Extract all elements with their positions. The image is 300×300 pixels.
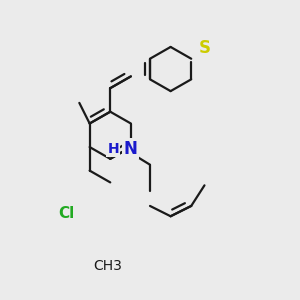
Text: H: H (107, 142, 119, 155)
Text: CH3: CH3 (93, 259, 122, 273)
Text: N: N (124, 140, 138, 158)
Text: S: S (199, 39, 211, 57)
Text: Cl: Cl (58, 206, 74, 221)
